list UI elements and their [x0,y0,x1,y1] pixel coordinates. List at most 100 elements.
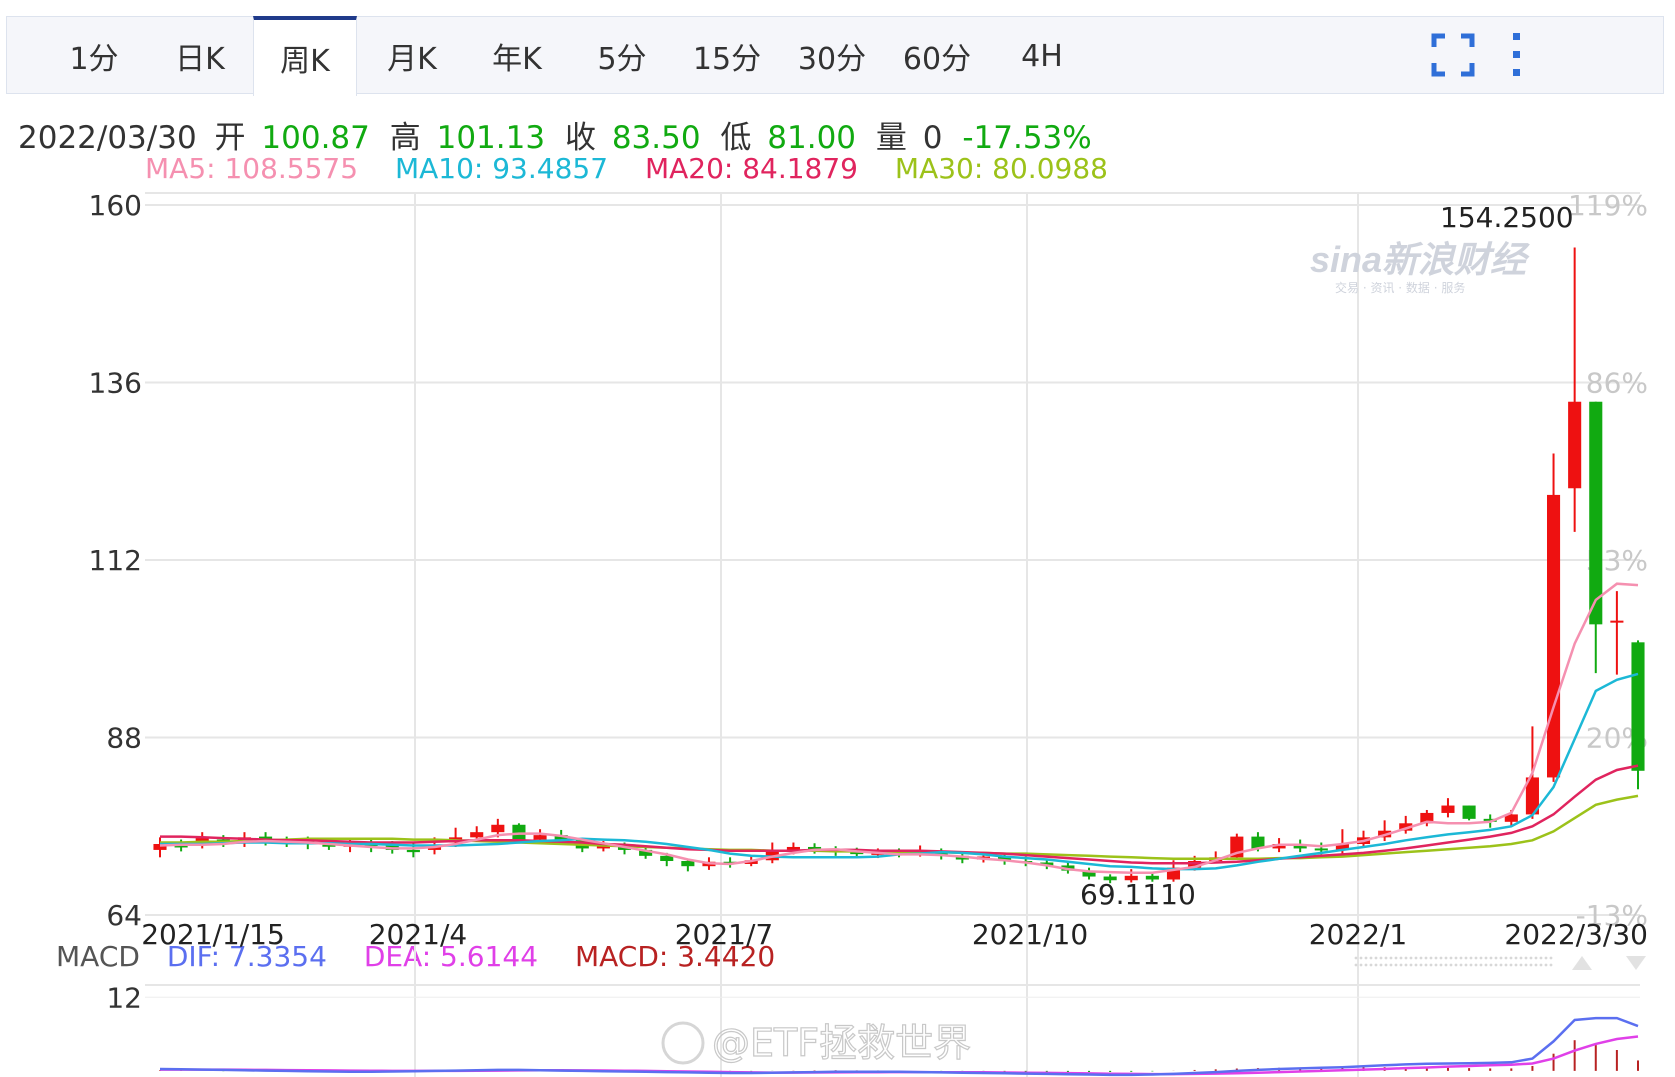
macd-legend-title: MACD [56,940,140,973]
scroller-dot [1439,956,1443,960]
dif-legend: DIF: 7.3354 [166,940,327,973]
y-tick-label: 160 [89,189,142,222]
scroller-dot [1504,963,1508,967]
scroller-dot [1389,963,1393,967]
scroller-dot [1489,956,1493,960]
scroller-dot [1394,956,1398,960]
scroller-dot [1424,956,1428,960]
scroller-dot [1449,956,1453,960]
candle [153,837,167,858]
candle [195,832,209,849]
candle [1462,805,1476,821]
tab-daily[interactable]: 日K [175,42,225,77]
candle [1378,820,1392,842]
candle-body [1525,777,1539,815]
candle [1103,874,1117,884]
macd-panel: 12 [106,981,1640,1077]
x-tick-label: 2021/10 [972,918,1088,951]
candle-body [406,849,420,853]
candle-body [174,845,188,848]
candle-body [786,846,800,850]
candle-body [1420,812,1434,824]
candle-body [1145,875,1159,880]
scroller-dot [1404,963,1408,967]
percent-tick-label: 119% [1568,189,1648,222]
low-value: 81.00 [767,120,857,156]
candle-body [491,824,505,833]
scroller-dot [1379,956,1383,960]
y-tick-label: 136 [89,367,142,400]
scroller-dot [1544,963,1548,967]
tab-weekly[interactable]: 周K [253,16,357,96]
candle-body [998,856,1012,862]
percent-tick-label: 86% [1586,367,1648,400]
tab-yearly[interactable]: 年K [492,42,542,77]
scroller-dot [1379,963,1383,967]
candle [1082,867,1096,880]
scroller-dot [1499,956,1503,960]
candle-body [470,832,484,838]
watermark-sub: 交易 · 资讯 · 数据 · 服务 [1335,280,1465,295]
scroller-dot [1499,963,1503,967]
candle [1124,869,1138,883]
scroller-dot [1369,956,1373,960]
scroller-dot [1474,963,1478,967]
scroller-dot [1459,963,1463,967]
scroller-dot [1489,963,1493,967]
weibo-handle: @ETF拯救世界 [712,1021,971,1065]
scroller-dot [1394,963,1398,967]
candle [533,829,547,842]
scroller-dot [1434,963,1438,967]
candle-body [934,851,948,856]
scroller-dot [1549,963,1553,967]
candle-body [1293,844,1307,849]
candle-body [1483,818,1497,822]
high-value: 101.13 [436,120,546,156]
scroller-dot [1539,956,1543,960]
scroller-dot [1449,963,1453,967]
macd-legend: MACD DIF: 7.3354 DEA: 5.6144 MACD: 3.442… [56,940,803,973]
scroller-dot [1419,956,1423,960]
tab-60min[interactable]: 60分 [902,42,972,77]
tab-1min[interactable]: 1分 [69,42,119,77]
x-tick-label: 2021/4 [369,918,468,951]
candle-body [512,824,526,840]
tab-30min[interactable]: 30分 [797,42,867,77]
candle-body [1399,823,1413,831]
range-scroller[interactable] [1354,956,1646,970]
candle-body [1546,494,1561,778]
tab-5min[interactable]: 5分 [597,42,647,77]
scroller-dot [1439,963,1443,967]
ma5-line [159,582,1639,875]
fullscreen-icon[interactable] [1431,33,1475,77]
scroller-dot [1459,956,1463,960]
max-price-label: 154.2500 [1440,201,1574,234]
ohlc-date: 2022/03/30 [18,120,197,156]
weibo-watermark: @ETF拯救世界 [661,1020,972,1066]
tab-15min[interactable]: 15分 [692,42,762,77]
candle-body [1462,805,1476,819]
scroller-dot [1544,956,1548,960]
scroller-dot [1534,956,1538,960]
date-axis: 2021/1/15 2021/4 2021/7 2021/10 2022/1 2022/3… [141,918,1648,951]
scroller-dot [1509,963,1513,967]
candle [1610,591,1624,675]
tab-monthly[interactable]: 月K [387,42,437,77]
scroller-dot [1494,963,1498,967]
period-tab-bar: 1分 日K 周K 月K 年K 5分 15分 30分 60分 4H [6,16,1664,96]
percent-axis: 119%86%53%20%-13% [1568,189,1648,932]
candle-body [1610,620,1624,623]
open-value: 100.87 [261,120,370,156]
scroller-dot [1514,963,1518,967]
open-label: 开 [214,120,246,156]
scroller-dot [1409,963,1413,967]
extreme-labels: 154.2500 69.1110 [1080,201,1574,911]
close-value: 83.50 [611,120,701,156]
more-vertical-icon[interactable] [1509,31,1525,79]
scroller-dot [1409,956,1413,960]
candle [639,846,653,859]
ma20-legend: MA20: 84.1879 [644,152,858,185]
tab-4h[interactable]: 4H [1021,38,1063,74]
candle-body [1568,401,1582,489]
